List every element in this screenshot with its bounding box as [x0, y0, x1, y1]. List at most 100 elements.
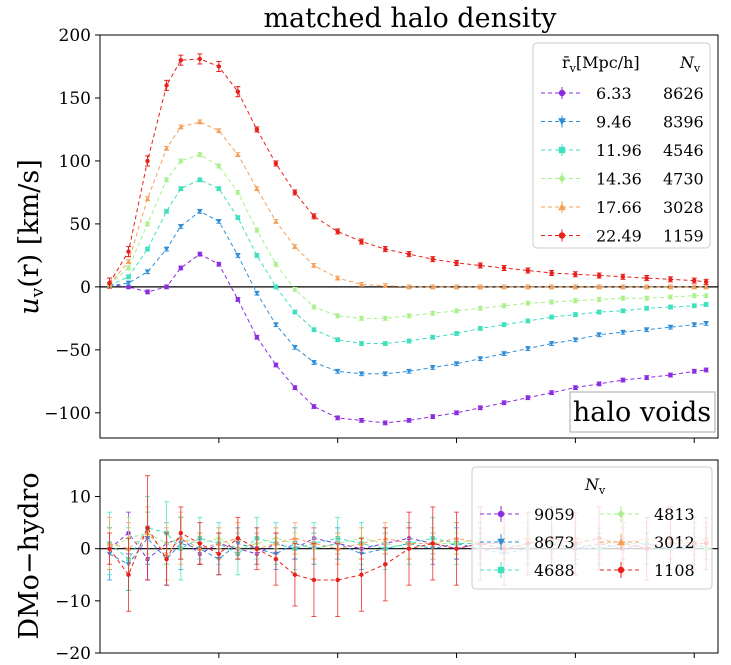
data-point: [430, 414, 435, 419]
data-point: [668, 277, 673, 282]
data-point: [292, 190, 298, 195]
legend-radius: 11.96: [596, 141, 642, 160]
data-point: [549, 299, 554, 305]
chart-title: matched halo density: [263, 3, 557, 34]
data-point: [703, 367, 709, 373]
data-point: [292, 572, 298, 577]
data-point: [525, 284, 531, 290]
data-point: [335, 577, 340, 583]
data-point: [644, 375, 649, 380]
legend-header-radius: r̄v[Mpc/h]: [562, 53, 640, 75]
data-point: [454, 307, 459, 314]
data-point: [691, 322, 697, 328]
data-point: [254, 546, 260, 551]
bottom-y-axis-ticks: −20 −10 0 10: [55, 488, 100, 664]
legend-radius: 22.49: [596, 227, 642, 246]
data-point: [478, 405, 483, 410]
y-tick-label: 200: [59, 26, 91, 46]
data-point: [235, 152, 241, 157]
data-point: [383, 420, 388, 426]
data-point: [668, 372, 673, 378]
data-point: [216, 64, 222, 69]
series-11.96: [107, 177, 709, 346]
data-point: [254, 335, 260, 340]
data-point: [235, 297, 241, 302]
data-point: [596, 332, 602, 338]
data-point: [406, 418, 412, 423]
data-point: [383, 562, 388, 567]
data-point: [406, 369, 412, 374]
data-point: [477, 284, 483, 290]
data-point: [703, 321, 709, 327]
data-point: [703, 279, 709, 285]
data-point: [596, 296, 602, 303]
data-point: [273, 161, 279, 166]
legend-entry-4813: 4813: [600, 505, 695, 524]
data-point: [216, 262, 222, 267]
y-tick-label: 150: [59, 89, 91, 109]
data-point: [126, 274, 131, 279]
data-point: [292, 286, 298, 293]
data-point: [164, 556, 169, 562]
data-point: [216, 186, 222, 191]
legend-marker: [558, 118, 566, 126]
bottom-legend-rows: 9059 8673 4688 4813 3012 1108: [480, 505, 695, 580]
data-point: [359, 315, 364, 322]
y-tick-label: −100: [44, 404, 91, 424]
data-point: [197, 56, 203, 62]
series-22.49: [107, 53, 709, 289]
data-point: [292, 345, 298, 350]
data-point: [145, 289, 150, 295]
legend-count: 1159: [663, 227, 704, 246]
data-point: [216, 551, 222, 557]
legend-entry-6.33: 6.33 8626: [541, 84, 704, 103]
data-point: [573, 297, 578, 304]
y-tick-label: 0: [80, 278, 91, 298]
data-point: [311, 327, 317, 332]
top-x-axis-ticks: [218, 438, 695, 443]
data-point: [572, 284, 579, 290]
top-plot-area: [100, 53, 718, 426]
data-point: [107, 546, 112, 551]
data-point: [254, 290, 260, 296]
data-point: [667, 284, 674, 290]
data-point: [145, 221, 150, 227]
data-point: [573, 385, 578, 390]
top-legend-frame: [532, 42, 711, 249]
data-point: [359, 418, 364, 423]
data-point: [573, 312, 578, 317]
data-point: [549, 390, 554, 395]
data-point: [453, 361, 460, 367]
data-point: [525, 268, 531, 273]
data-point: [254, 227, 260, 234]
data-point: [197, 151, 203, 158]
data-point: [644, 284, 650, 290]
data-point: [197, 209, 203, 214]
data-point: [164, 176, 169, 183]
data-point: [596, 284, 602, 290]
data-point: [430, 284, 436, 290]
legend-marker: [497, 538, 505, 546]
data-point: [644, 275, 649, 281]
series-14.36: [107, 151, 709, 322]
data-point: [620, 284, 626, 290]
data-point: [478, 326, 483, 331]
legend-count: 3012: [654, 533, 695, 552]
data-point: [525, 346, 531, 352]
data-point: [273, 556, 279, 562]
legend-count: 3028: [663, 198, 704, 217]
data-point: [383, 246, 388, 252]
data-point: [197, 177, 203, 183]
data-point: [235, 253, 241, 259]
bottom-legend-title: Nv: [584, 475, 606, 497]
data-point: [644, 327, 650, 333]
y-tick-label: 50: [69, 215, 91, 235]
data-point: [596, 381, 602, 387]
legend-entry-1108: 1108: [600, 561, 695, 580]
data-point: [478, 305, 483, 312]
data-point: [144, 196, 151, 201]
data-point: [311, 404, 317, 409]
data-point: [573, 272, 578, 277]
